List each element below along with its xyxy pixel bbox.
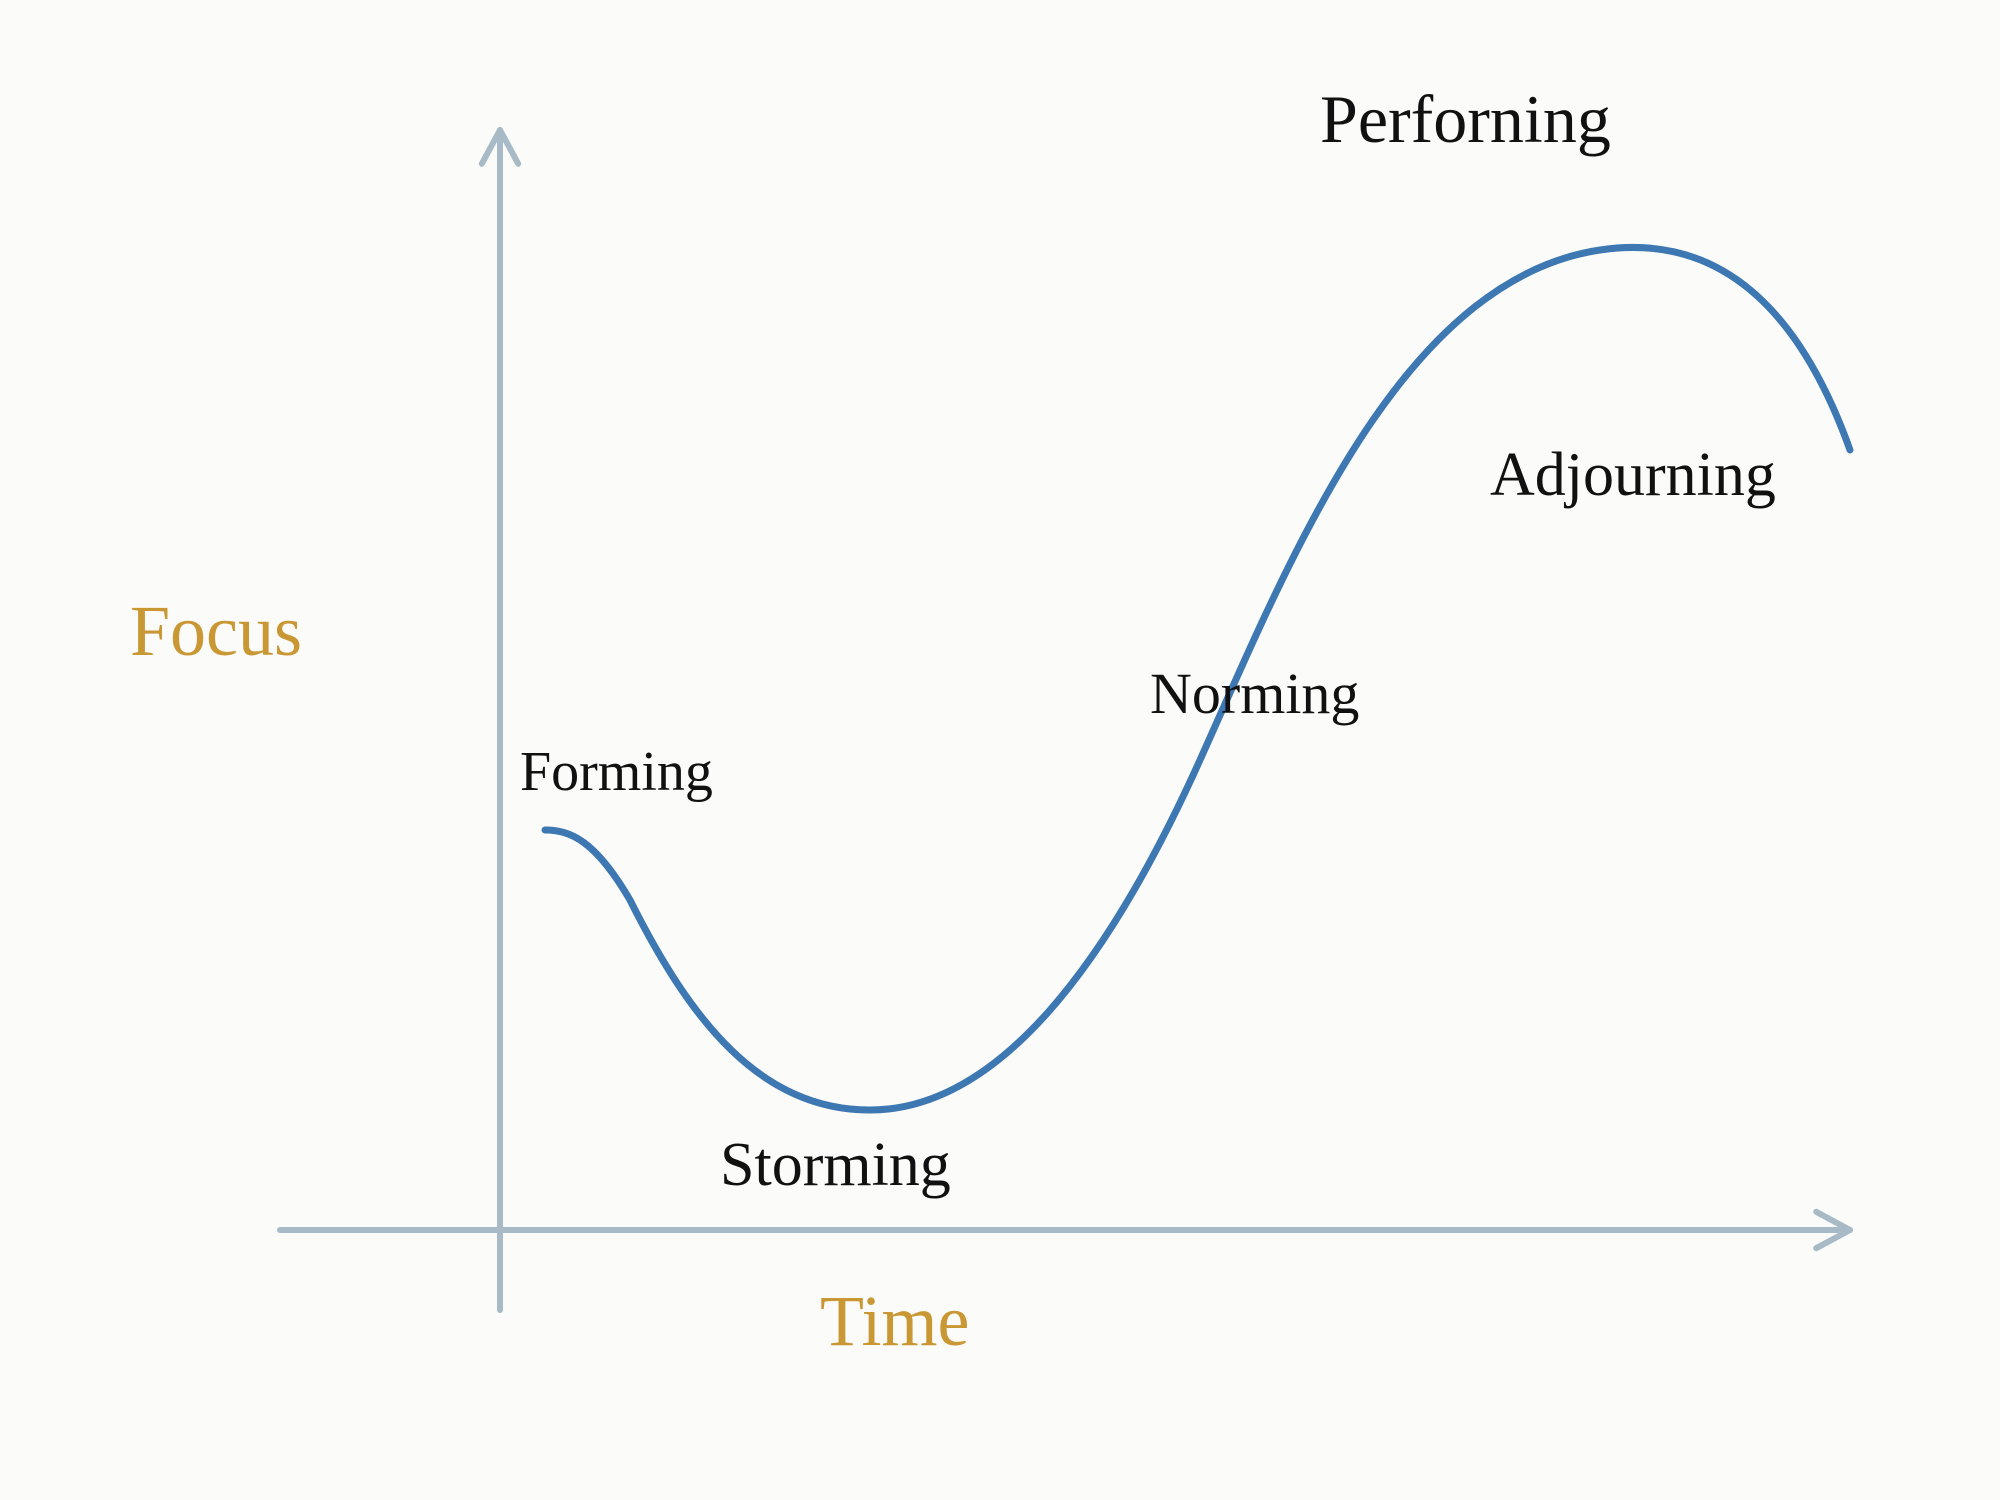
stage-label-norming: Norming (1150, 660, 1359, 727)
x-axis (280, 1212, 1850, 1248)
chart-svg (0, 0, 2000, 1500)
y-axis (482, 130, 518, 1310)
stage-label-forming: Forming (520, 740, 713, 804)
tuckman-stages-chart: Focus Time Forming Storming Norming Perf… (0, 0, 2000, 1500)
stage-label-adjourning: Adjourning (1490, 440, 1776, 511)
stage-label-performing: Perforning (1320, 80, 1611, 159)
y-axis-label: Focus (130, 590, 302, 673)
stage-label-storming: Storming (720, 1130, 951, 1201)
x-axis-label: Time (820, 1280, 969, 1363)
